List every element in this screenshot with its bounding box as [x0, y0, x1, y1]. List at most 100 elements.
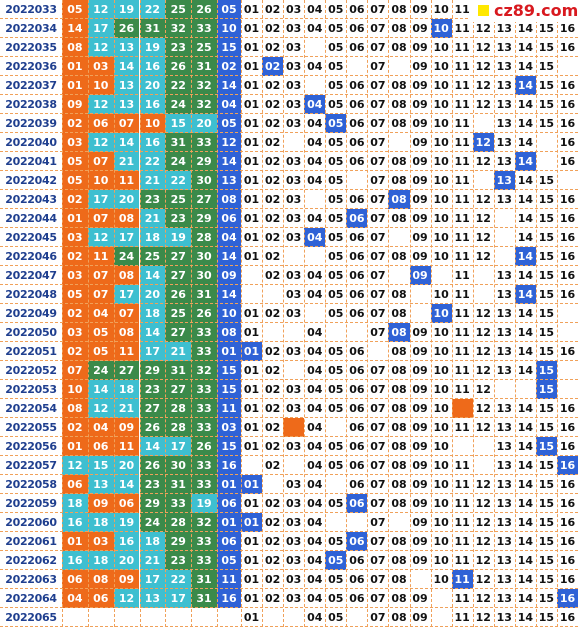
trend-cell: 04	[307, 497, 323, 510]
trend-cell: 06	[349, 592, 365, 605]
trend-cell: 09	[412, 345, 428, 358]
trend-cell: 06	[349, 136, 365, 149]
front-ball: 23	[139, 190, 166, 209]
trend-cell: 08	[391, 364, 407, 377]
issue-number: 2022033	[5, 3, 57, 16]
front-ball: 17	[87, 19, 114, 38]
row-divider	[0, 132, 578, 133]
front-ball: 26	[191, 437, 217, 456]
trend-cell: 08	[391, 592, 407, 605]
trend-cell: 09	[412, 402, 428, 415]
trend-cell: 01	[243, 440, 260, 453]
trend-cell: 16	[559, 402, 576, 415]
front-ball: 33	[191, 323, 217, 342]
front-ball: 25	[165, 0, 192, 19]
trend-cell: 07	[370, 592, 386, 605]
trend-cell: 06	[346, 494, 368, 513]
front-ball: 18	[139, 228, 166, 247]
trend-cell: 09	[412, 459, 428, 472]
front-ball: 33	[191, 380, 217, 399]
trend-cell	[262, 475, 283, 494]
front-ball: 30	[191, 171, 217, 190]
trend-cell: 07	[370, 117, 386, 130]
front-ball: 17	[113, 285, 140, 304]
back-ball: 10	[217, 19, 241, 38]
trend-cell: 16	[556, 456, 578, 475]
trend-cell: 06	[349, 288, 365, 301]
trend-cell: 05	[328, 250, 344, 263]
front-ball: 05	[62, 152, 88, 171]
trend-cell: 08	[391, 79, 407, 92]
trend-cell: 07	[370, 497, 386, 510]
front-ball: 17	[165, 437, 192, 456]
issue-number: 2022063	[5, 573, 57, 586]
trend-cell: 09	[412, 212, 428, 225]
front-ball: 02	[62, 247, 88, 266]
trend-cell: 15	[538, 79, 555, 92]
trend-cell: 02	[262, 57, 284, 76]
trend-cell: 08	[391, 250, 407, 263]
trend-cell: 10	[433, 250, 449, 263]
front-ball: 33	[165, 494, 192, 513]
front-ball: 03	[62, 228, 88, 247]
trend-cell: 13	[496, 193, 512, 206]
front-ball: 22	[165, 570, 192, 589]
front-ball: 05	[87, 323, 114, 342]
trend-cell: 01	[241, 342, 263, 361]
front-ball: 25	[139, 247, 166, 266]
trend-cell: 05	[328, 573, 344, 586]
front-ball: 24	[139, 513, 166, 532]
trend-cell	[304, 76, 325, 95]
trend-cell: 16	[559, 22, 576, 35]
front-ball: 22	[165, 171, 192, 190]
trend-cell: 05	[328, 79, 344, 92]
trend-cell: 07	[370, 174, 386, 187]
front-ball: 07	[87, 209, 114, 228]
front-ball: 20	[139, 285, 166, 304]
trend-cell: 02	[264, 383, 281, 396]
front-ball: 12	[87, 228, 114, 247]
issue-number: 2022062	[5, 554, 57, 567]
front-ball: 31	[191, 57, 217, 76]
trend-cell: 10	[433, 136, 449, 149]
trend-cell: 09	[412, 250, 428, 263]
trend-cell: 03	[286, 440, 302, 453]
trend-cell: 08	[391, 497, 407, 510]
trend-cell: 12	[475, 22, 491, 35]
trend-cell: 09	[412, 516, 428, 529]
trend-cell	[431, 266, 452, 285]
trend-cell: 13	[496, 573, 512, 586]
trend-cell	[262, 285, 283, 304]
trend-cell	[388, 266, 409, 285]
front-ball: 14	[87, 380, 114, 399]
front-ball: 10	[87, 171, 114, 190]
trend-cell: 12	[475, 98, 491, 111]
trend-cell: 14	[517, 611, 533, 624]
trend-cell: 14	[517, 402, 533, 415]
trend-cell: 12	[475, 611, 491, 624]
trend-cell: 07	[370, 421, 386, 434]
trend-cell: 03	[286, 535, 302, 548]
back-ball: 14	[217, 152, 241, 171]
trend-cell: 10	[433, 364, 449, 377]
trend-cell: 01	[243, 231, 260, 244]
trend-cell: 07	[370, 440, 386, 453]
trend-cell	[557, 323, 578, 342]
trend-cell: 03	[286, 288, 302, 301]
trend-cell: 16	[559, 98, 576, 111]
column-divider	[556, 0, 558, 627]
trend-cell	[304, 304, 325, 323]
trend-cell: 14	[514, 247, 536, 266]
front-ball	[165, 608, 191, 627]
trend-cell	[473, 456, 494, 475]
trend-cell	[557, 361, 578, 380]
trend-cell: 15	[538, 193, 555, 206]
front-ball: 17	[139, 570, 166, 589]
trend-cell: 03	[286, 79, 302, 92]
trend-cell: 12	[475, 478, 491, 491]
back-ball: 02	[217, 57, 241, 76]
trend-cell: 14	[517, 231, 533, 244]
trend-cell: 10	[430, 19, 452, 38]
trend-cell: 05	[328, 345, 344, 358]
trend-cell: 10	[433, 345, 449, 358]
